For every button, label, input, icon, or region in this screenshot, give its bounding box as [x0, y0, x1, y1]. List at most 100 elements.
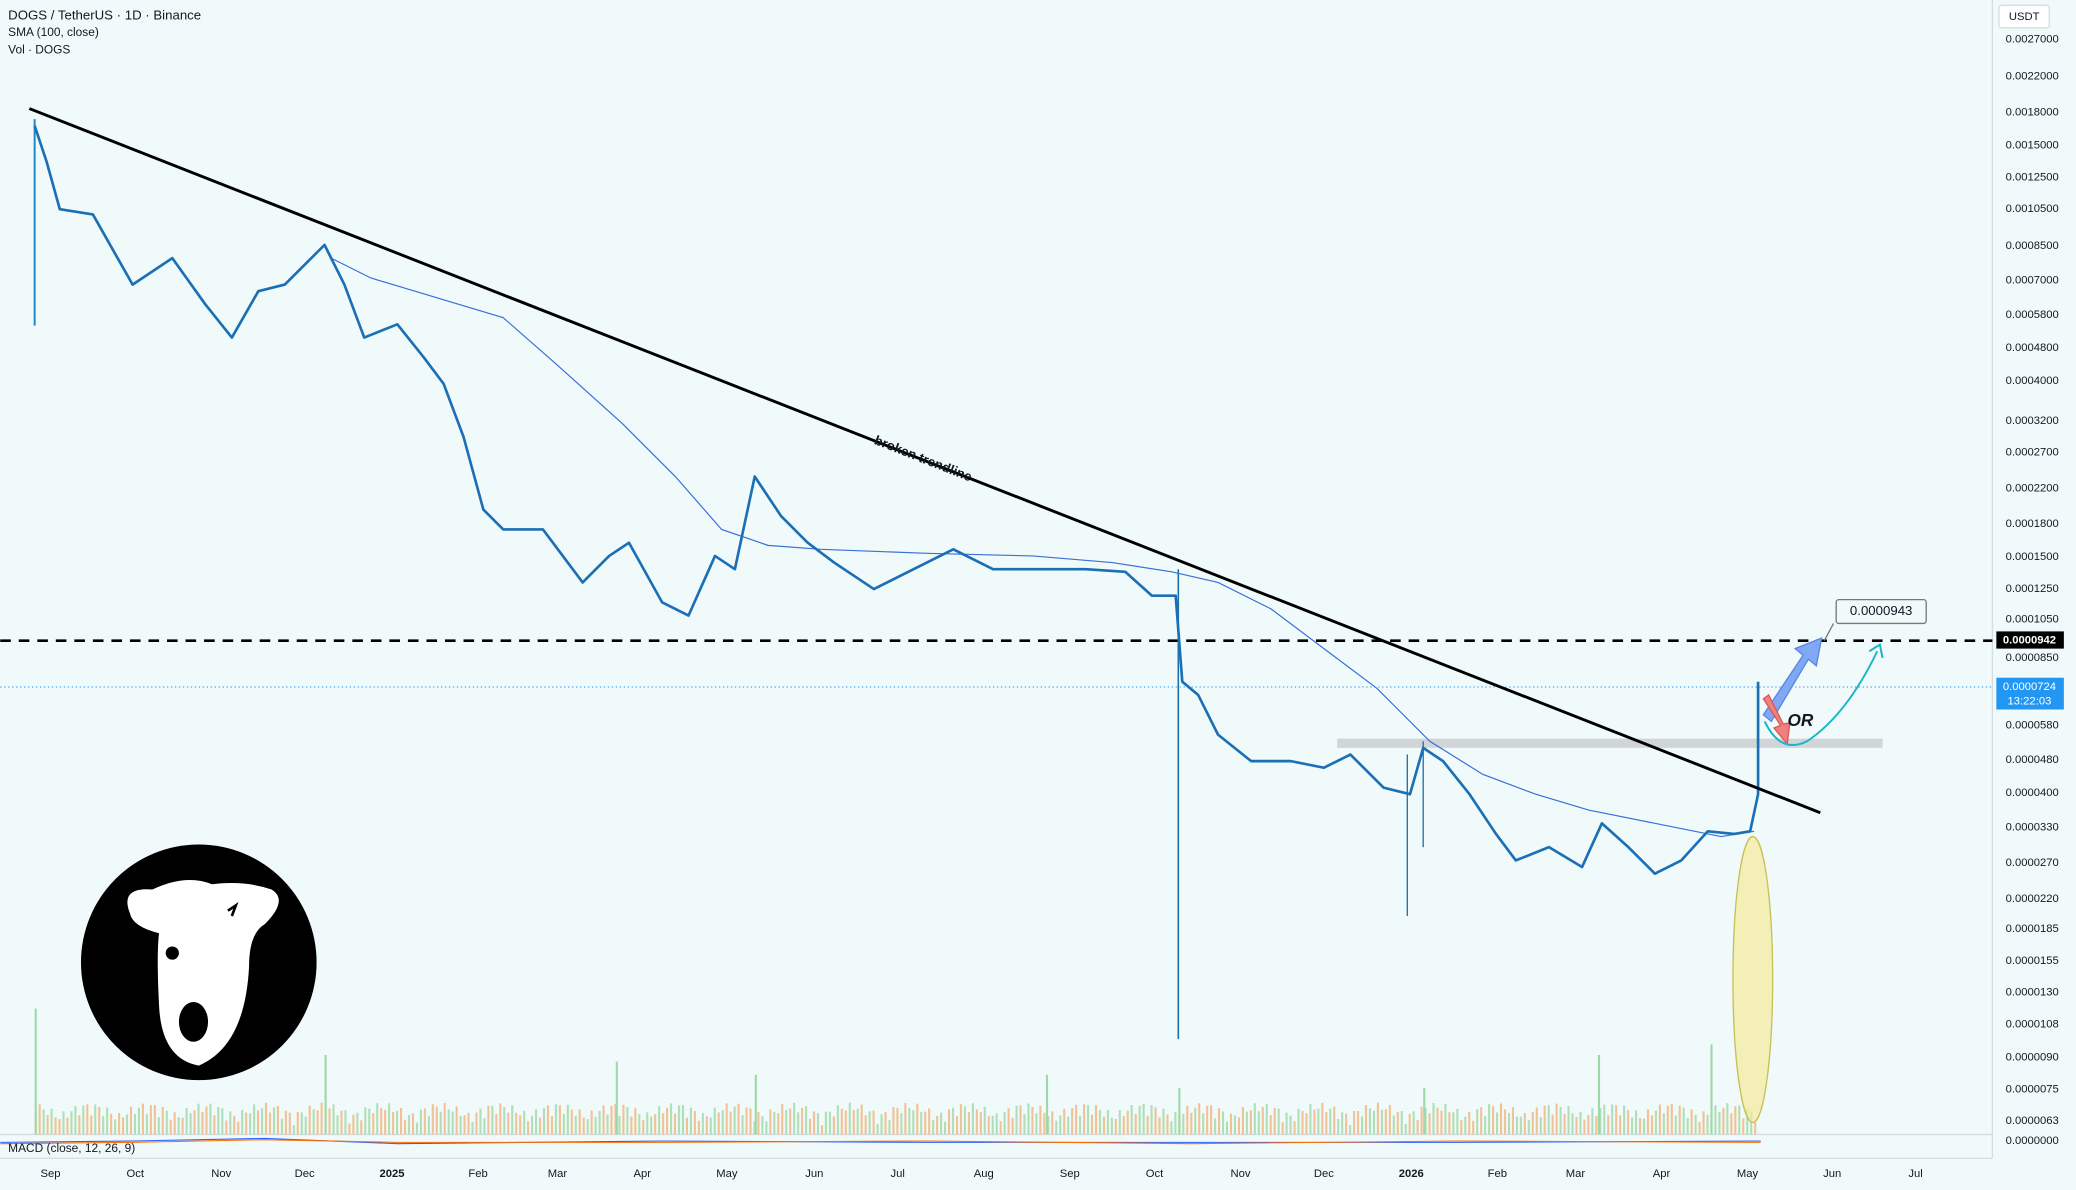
- volume-bar: [1055, 1120, 1058, 1135]
- volume-bar: [1706, 1114, 1709, 1135]
- volume-bar: [1114, 1118, 1117, 1135]
- volume-bar: [733, 1106, 736, 1135]
- volume-bar: [169, 1119, 172, 1135]
- volume-bar: [125, 1114, 129, 1135]
- volume-bar: [757, 1111, 760, 1135]
- volume-bar: [1045, 1074, 1049, 1135]
- volume-bar: [809, 1118, 812, 1135]
- volume-bar: [1579, 1111, 1582, 1135]
- volume-bar: [534, 1109, 538, 1135]
- volume-bar: [1710, 1044, 1713, 1135]
- volume-highlight: [1732, 835, 1774, 1124]
- volume-bar: [908, 1107, 911, 1135]
- volume-bar: [983, 1106, 986, 1135]
- volume-bar: [527, 1121, 530, 1135]
- volume-bar: [975, 1109, 978, 1135]
- volume-bar: [237, 1121, 240, 1135]
- volume-bar: [1388, 1104, 1391, 1135]
- volume-bar: [1039, 1105, 1042, 1135]
- volume-bar: [479, 1108, 482, 1135]
- time-axis-label: May: [1737, 1168, 1759, 1180]
- volume-bar: [443, 1103, 446, 1135]
- volume-bar: [1535, 1107, 1538, 1135]
- volume-bar: [523, 1110, 526, 1135]
- volume-bar: [991, 1115, 994, 1135]
- volume-bar: [1293, 1121, 1296, 1135]
- volume-bar: [1627, 1110, 1630, 1135]
- volume-bar: [614, 1104, 617, 1135]
- last-price-tag: [1996, 677, 2064, 710]
- volume-bar: [1714, 1105, 1717, 1135]
- volume-bar: [1150, 1105, 1153, 1135]
- volume-bar: [1436, 1107, 1439, 1135]
- volume-bar: [308, 1105, 311, 1135]
- volume-bar: [185, 1108, 188, 1135]
- volume-bar: [272, 1107, 276, 1135]
- volume-bar: [193, 1110, 196, 1135]
- time-axis: Sep Oct Nov Dec 2025 Feb Mar Apr May Jun Jul Aug Sep…: [41, 1168, 1923, 1180]
- price-axis: 0.0027000 0.0022000 0.0018000 0.0015000 0.00…: [2006, 34, 2059, 1147]
- volume-bar: [594, 1116, 597, 1135]
- volume-bar: [1142, 1103, 1145, 1135]
- price-axis-label: 0.0015000: [2006, 140, 2059, 152]
- volume-bar: [646, 1112, 649, 1135]
- time-axis-label: Jun: [1823, 1168, 1841, 1180]
- price-axis-label: 0.0000075: [2006, 1083, 2059, 1095]
- volume-bar: [98, 1107, 101, 1135]
- volume-bar: [618, 1115, 621, 1135]
- volume-bar: [165, 1110, 168, 1135]
- volume-bar: [1043, 1112, 1046, 1135]
- volume-bar: [987, 1116, 990, 1135]
- price-axis-label: 0.0003200: [2006, 415, 2059, 427]
- currency-box[interactable]: [1998, 4, 2050, 29]
- volume-bar: [451, 1111, 454, 1135]
- volume-bar: [483, 1118, 486, 1135]
- volume-bar: [1515, 1116, 1518, 1135]
- volume-bar: [137, 1107, 141, 1135]
- volume-bar: [769, 1109, 772, 1135]
- volume-bar: [181, 1117, 184, 1135]
- price-axis-label: 0.0004800: [2006, 342, 2059, 354]
- volume-bar: [693, 1111, 696, 1135]
- volume-bar: [765, 1121, 768, 1135]
- volume-bar: [805, 1106, 808, 1135]
- volume-bar: [62, 1111, 65, 1135]
- volume-bar: [1678, 1105, 1681, 1135]
- volume-bar: [1265, 1103, 1268, 1135]
- volume-bar: [209, 1103, 212, 1135]
- volume-bar: [1261, 1106, 1264, 1135]
- volume-bar: [153, 1105, 156, 1135]
- volume-bar: [554, 1104, 557, 1135]
- volume-bar: [1031, 1106, 1034, 1135]
- volume-bar: [396, 1110, 399, 1135]
- volume-bar: [1329, 1108, 1332, 1135]
- volume-bar: [114, 1119, 117, 1135]
- volume-bar: [955, 1116, 959, 1135]
- volume-bar: [844, 1110, 847, 1135]
- volume-bar: [78, 1115, 81, 1135]
- volume-bar: [1372, 1110, 1376, 1135]
- volume-bar: [1229, 1113, 1233, 1135]
- volume-bar: [1341, 1112, 1344, 1135]
- time-axis-label: Sep: [41, 1168, 61, 1180]
- bullish-arrow: [1762, 636, 1823, 723]
- volume-bar: [364, 1107, 367, 1135]
- volume-bar: [245, 1112, 248, 1135]
- volume-bar: [1615, 1105, 1618, 1135]
- volume-bar: [892, 1107, 895, 1135]
- volume-bar: [320, 1102, 323, 1135]
- volume-bar: [967, 1112, 970, 1135]
- volume-bar: [411, 1113, 415, 1135]
- volume-bar: [650, 1116, 653, 1135]
- volume-bar: [403, 1119, 407, 1135]
- volume-bar: [1321, 1102, 1324, 1135]
- volume-bar: [50, 1108, 53, 1135]
- volume-bar: [82, 1105, 85, 1135]
- volume-bar: [419, 1109, 422, 1135]
- volume-bar: [1597, 1054, 1601, 1135]
- volume-bar: [1559, 1106, 1562, 1135]
- volume-bar: [427, 1116, 430, 1135]
- volume-legend: Vol · DOGS: [8, 42, 70, 56]
- volume-bar: [531, 1115, 534, 1135]
- volume-bar: [491, 1105, 494, 1135]
